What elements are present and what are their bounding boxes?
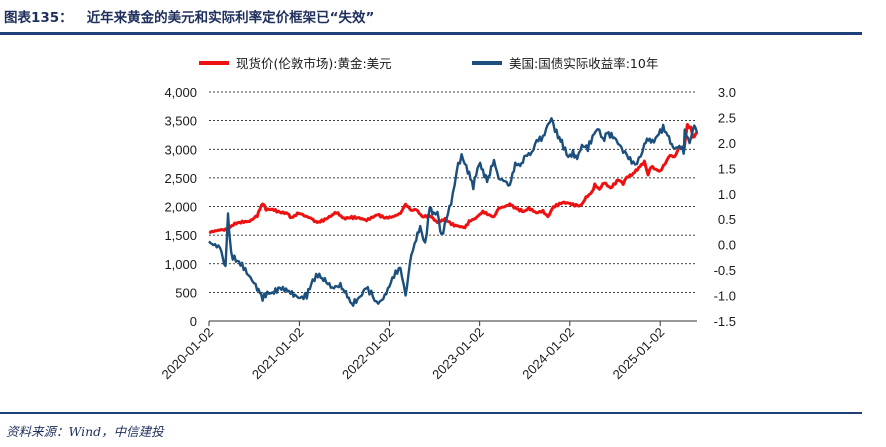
y-left-tick-label: 3,000 [164, 142, 197, 157]
y-right-tick-label: 2.5 [718, 110, 736, 125]
y-left-tick-label: 0 [190, 314, 197, 329]
legend-label-2: 美国:国债实际收益率:10年 [509, 56, 658, 71]
y-left-tick-label: 4,000 [164, 85, 197, 100]
y-right-tick-label: 0.5 [718, 212, 736, 227]
y-right-tick-label: 0.0 [718, 238, 736, 253]
chart-legend: 现货价(伦敦市场):黄金:美元 美国:国债实际收益率:10年 [199, 56, 658, 71]
figure-title-text: 近年来黄金的美元和实际利率定价框架已“失效” [86, 10, 375, 26]
chart-axes: 0 500 1,000 1,500 2,000 2,500 3,000 3,500 4,000 -… [158, 85, 736, 382]
y-right-tick-label: 1.0 [718, 187, 736, 202]
chart-series [208, 117, 699, 307]
y-left-tick-label: 1,500 [164, 228, 197, 243]
y-left-tick-label: 500 [175, 285, 197, 300]
y-right-tick-label: 2.0 [718, 136, 736, 151]
y-left-tick-label: 2,500 [164, 171, 197, 186]
x-tick-label: 2020-01-02 [158, 325, 216, 383]
x-tick-label: 2025-01-02 [610, 325, 668, 383]
legend-label-1: 现货价(伦敦市场):黄金:美元 [236, 56, 392, 71]
y-left-tick-label: 3,500 [164, 114, 197, 129]
series-line-1 [208, 123, 699, 234]
top-divider [0, 32, 862, 35]
chart: 0 500 1,000 1,500 2,000 2,500 3,000 3,500 4,000 -… [158, 56, 736, 382]
y-left-tick-label: 2,000 [164, 200, 197, 215]
y-right-tick-label: 3.0 [718, 85, 736, 100]
figure-title: 图表135： 近年来黄金的美元和实际利率定价框架已“失效” [4, 6, 374, 26]
figure-number: 图表135： [4, 10, 73, 26]
source-note: 资料来源：Wind，中信建投 [6, 424, 164, 439]
bottom-divider [0, 412, 862, 414]
y-right-tick-label: 1.5 [718, 161, 736, 176]
x-tick-label: 2021-01-02 [249, 325, 307, 383]
x-tick-label: 2023-01-02 [429, 325, 487, 383]
y-right-tick-label: -1.5 [714, 314, 736, 329]
x-tick-label: 2022-01-02 [339, 325, 397, 383]
y-left-tick-label: 1,000 [164, 257, 197, 272]
series-line-2 [208, 117, 699, 307]
y-right-tick-label: -0.5 [714, 263, 736, 278]
y-right-tick-label: -1.0 [714, 289, 736, 304]
x-tick-label: 2024-01-02 [519, 325, 577, 383]
